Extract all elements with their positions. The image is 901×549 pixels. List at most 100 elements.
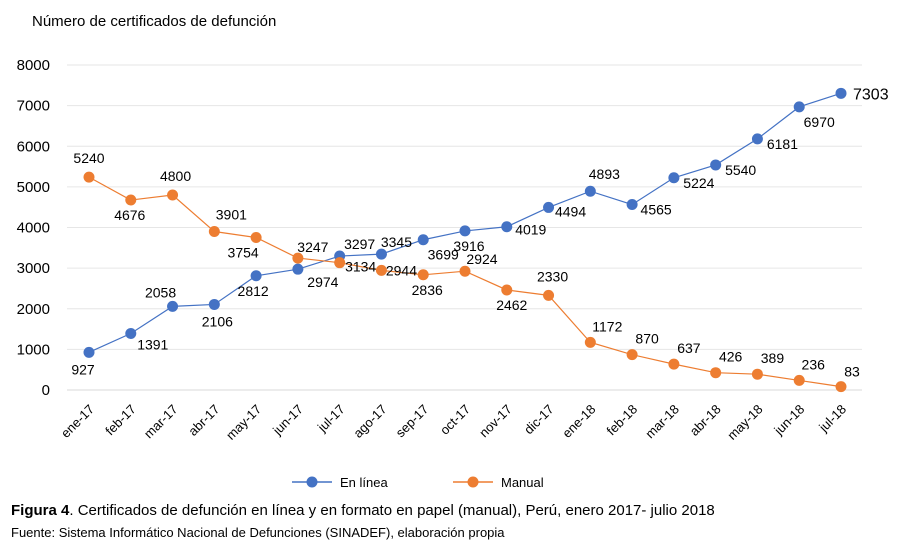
data-label: 4800 [160, 168, 191, 184]
y-tick-label: 1000 [17, 341, 50, 358]
data-point [250, 270, 262, 282]
data-point [250, 231, 262, 243]
x-tick-label: abr-17 [185, 402, 222, 439]
figure-caption-text: . Certificados de defunción en línea y e… [69, 502, 715, 519]
figure-source: Fuente: Sistema Informático Nacional de … [11, 525, 505, 540]
data-point [375, 264, 387, 276]
data-label: 1391 [137, 336, 168, 352]
data-point [208, 298, 220, 310]
data-point [835, 87, 847, 99]
legend-marker [467, 476, 479, 488]
figure-caption: Figura 4. Certificados de defunción en l… [11, 502, 715, 519]
data-label: 6970 [804, 114, 835, 130]
data-label: 870 [635, 331, 659, 347]
data-point [668, 172, 680, 184]
series-group [83, 87, 847, 393]
data-label: 5540 [725, 162, 756, 178]
data-label: 637 [677, 340, 701, 356]
data-label: 5240 [73, 150, 104, 166]
y-tick-label: 7000 [17, 98, 50, 115]
y-tick-label: 6000 [17, 138, 50, 155]
data-label: 4565 [641, 202, 672, 218]
data-label: 2462 [496, 297, 527, 313]
x-tick-label: may-17 [223, 402, 264, 443]
data-label: 5224 [683, 175, 714, 191]
x-tick-label: nov-17 [476, 402, 515, 441]
data-point [417, 234, 429, 246]
data-point [208, 226, 220, 238]
data-label: 2106 [202, 313, 233, 329]
y-tick-labels: 0 1000 2000 3000 4000 5000 6000 7000 8000 [17, 57, 50, 399]
data-label: 2924 [466, 251, 497, 267]
data-point [83, 171, 95, 183]
x-tick-label: ene-17 [58, 402, 97, 441]
x-tick-label: oct-17 [437, 402, 473, 438]
data-label: 4494 [555, 203, 586, 219]
legend-label: En línea [340, 475, 388, 490]
data-label: 3754 [228, 244, 259, 260]
x-tick-label: feb-18 [604, 402, 641, 439]
data-label: 4893 [589, 166, 620, 182]
data-point [584, 336, 596, 348]
x-tick-label: sep-17 [393, 402, 432, 441]
data-point [793, 374, 805, 386]
data-label: 927 [71, 361, 95, 377]
data-point [793, 101, 805, 113]
data-label: 1172 [592, 318, 622, 334]
data-point [668, 358, 680, 370]
data-label: 3134 [345, 259, 376, 275]
data-point [167, 189, 179, 201]
data-point [125, 194, 137, 206]
data-label: 2330 [537, 268, 568, 284]
data-point [543, 201, 555, 213]
data-point [459, 265, 471, 277]
data-point [292, 263, 304, 275]
data-label: 3297 [344, 236, 375, 252]
y-axis-title: Número de certificados de defunción [32, 13, 277, 30]
data-label: 3247 [297, 239, 328, 255]
data-label: 2974 [307, 274, 338, 290]
legend-marker [306, 476, 318, 488]
x-tick-label: ene-18 [559, 402, 598, 441]
data-point [125, 327, 137, 339]
y-tick-label: 2000 [17, 301, 50, 318]
data-point [334, 257, 346, 269]
data-point [501, 221, 513, 233]
x-tick-label: ago-17 [350, 402, 389, 441]
data-label: 3345 [381, 234, 412, 250]
data-point [167, 300, 179, 312]
x-tick-label: jun-17 [269, 402, 306, 439]
data-label: 389 [761, 350, 785, 366]
data-label: 2836 [412, 282, 443, 298]
data-point [459, 225, 471, 237]
data-point [626, 349, 638, 361]
data-point [710, 159, 722, 171]
y-tick-label: 5000 [17, 179, 50, 196]
data-label: 3916 [453, 238, 484, 254]
data-point [626, 199, 638, 211]
x-tick-label: jun-18 [770, 402, 807, 439]
data-label: 4676 [114, 207, 145, 223]
x-tick-label: feb-17 [102, 402, 139, 439]
legend: En línea Manual [292, 475, 544, 490]
data-label: 7303 [853, 86, 889, 103]
data-point [751, 368, 763, 380]
x-tick-label: may-18 [724, 402, 765, 443]
data-point [417, 269, 429, 281]
y-tick-label: 3000 [17, 260, 50, 277]
x-tick-label: mar-18 [642, 402, 682, 442]
data-point [375, 248, 387, 260]
data-label: 2058 [145, 284, 176, 300]
data-point [835, 381, 847, 393]
data-label: 2944 [386, 262, 417, 278]
data-label: 3699 [428, 247, 459, 263]
y-tick-label: 0 [42, 382, 50, 399]
x-tick-label: abr-18 [687, 402, 724, 439]
data-label: 2812 [238, 283, 269, 299]
data-label: 4019 [515, 222, 546, 238]
x-tick-label: jul-18 [815, 402, 849, 436]
data-point [751, 133, 763, 145]
x-tick-labels: ene-17 feb-17 mar-17 abr-17 may-17 jun-17 jul-… [58, 402, 849, 443]
line-chart: 0 1000 2000 3000 4000 5000 6000 7000 8000 ene-17… [17, 57, 889, 490]
data-label: 426 [719, 349, 743, 365]
